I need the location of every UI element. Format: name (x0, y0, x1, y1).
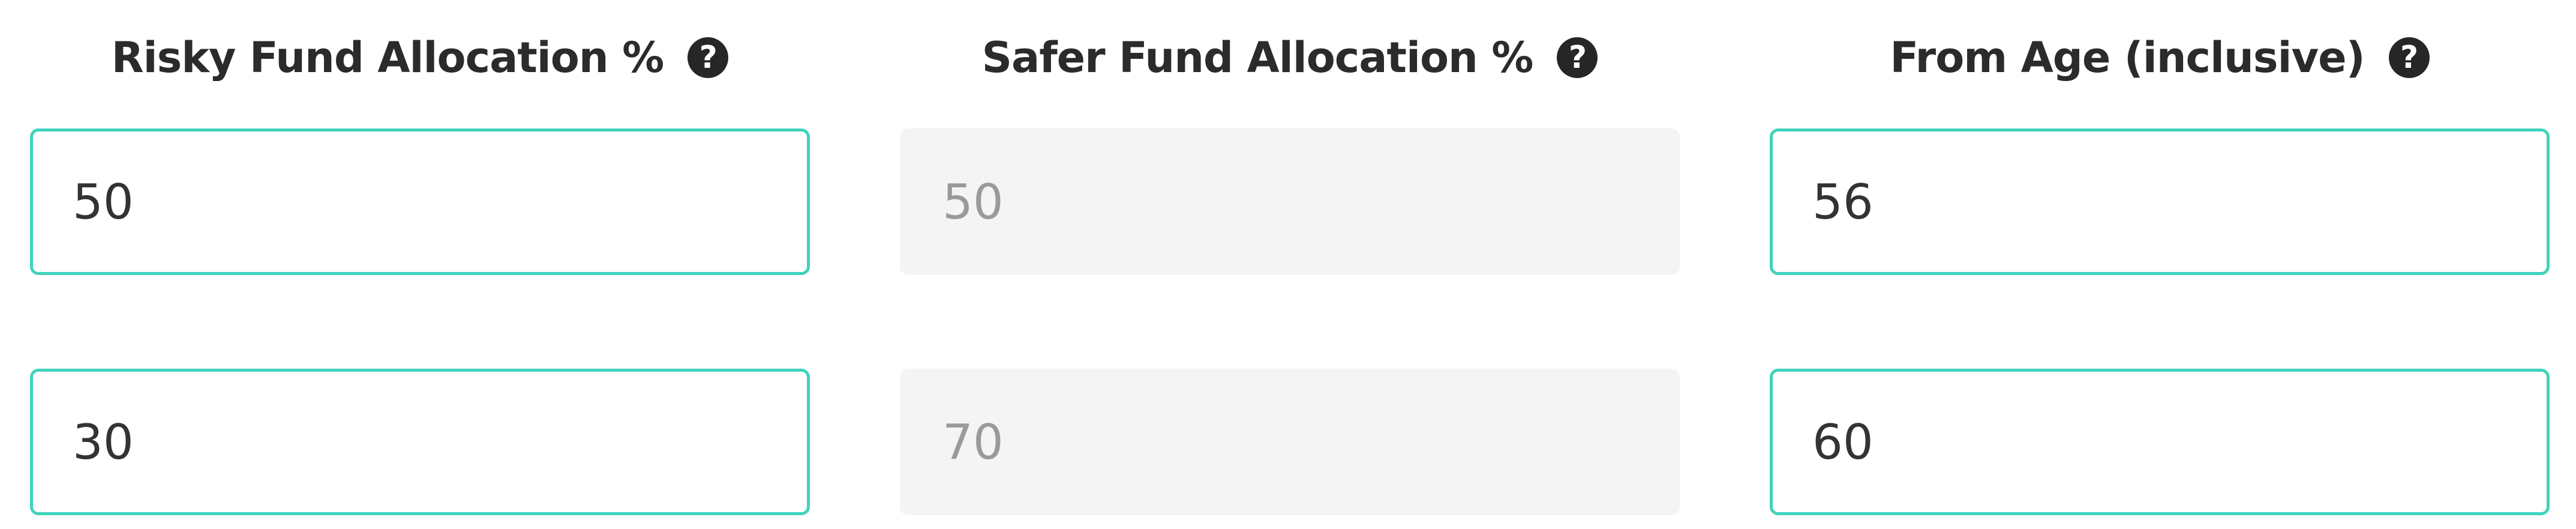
from-age-input-row-2[interactable] (1770, 369, 2550, 515)
from-age-header: From Age (inclusive) ? (1770, 29, 2550, 86)
risky-allocation-help-icon[interactable]: ? (687, 37, 729, 78)
from-age-input-row-1[interactable] (1770, 128, 2550, 275)
safer-allocation-label: Safer Fund Allocation % (981, 33, 1534, 82)
safer-allocation-field-row-1 (900, 128, 1680, 275)
risky-allocation-label: Risky Fund Allocation % (111, 33, 664, 82)
from-age-help-icon[interactable]: ? (2388, 37, 2430, 78)
safer-allocation-field-row-2 (900, 369, 1680, 515)
safer-allocation-help-icon[interactable]: ? (1557, 37, 1598, 78)
safer-allocation-header: Safer Fund Allocation % ? (900, 29, 1680, 86)
risky-allocation-input-row-1[interactable] (30, 128, 810, 275)
risky-allocation-header: Risky Fund Allocation % ? (30, 29, 810, 86)
from-age-label: From Age (inclusive) (1890, 33, 2365, 82)
risky-allocation-input-row-2[interactable] (30, 369, 810, 515)
